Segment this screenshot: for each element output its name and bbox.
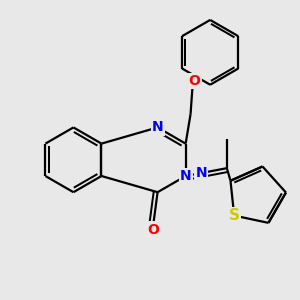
Text: N: N (152, 120, 164, 134)
Text: S: S (229, 208, 240, 223)
Text: O: O (148, 223, 160, 236)
Text: O: O (188, 74, 200, 88)
Text: N: N (196, 166, 207, 180)
Text: N: N (180, 169, 191, 183)
